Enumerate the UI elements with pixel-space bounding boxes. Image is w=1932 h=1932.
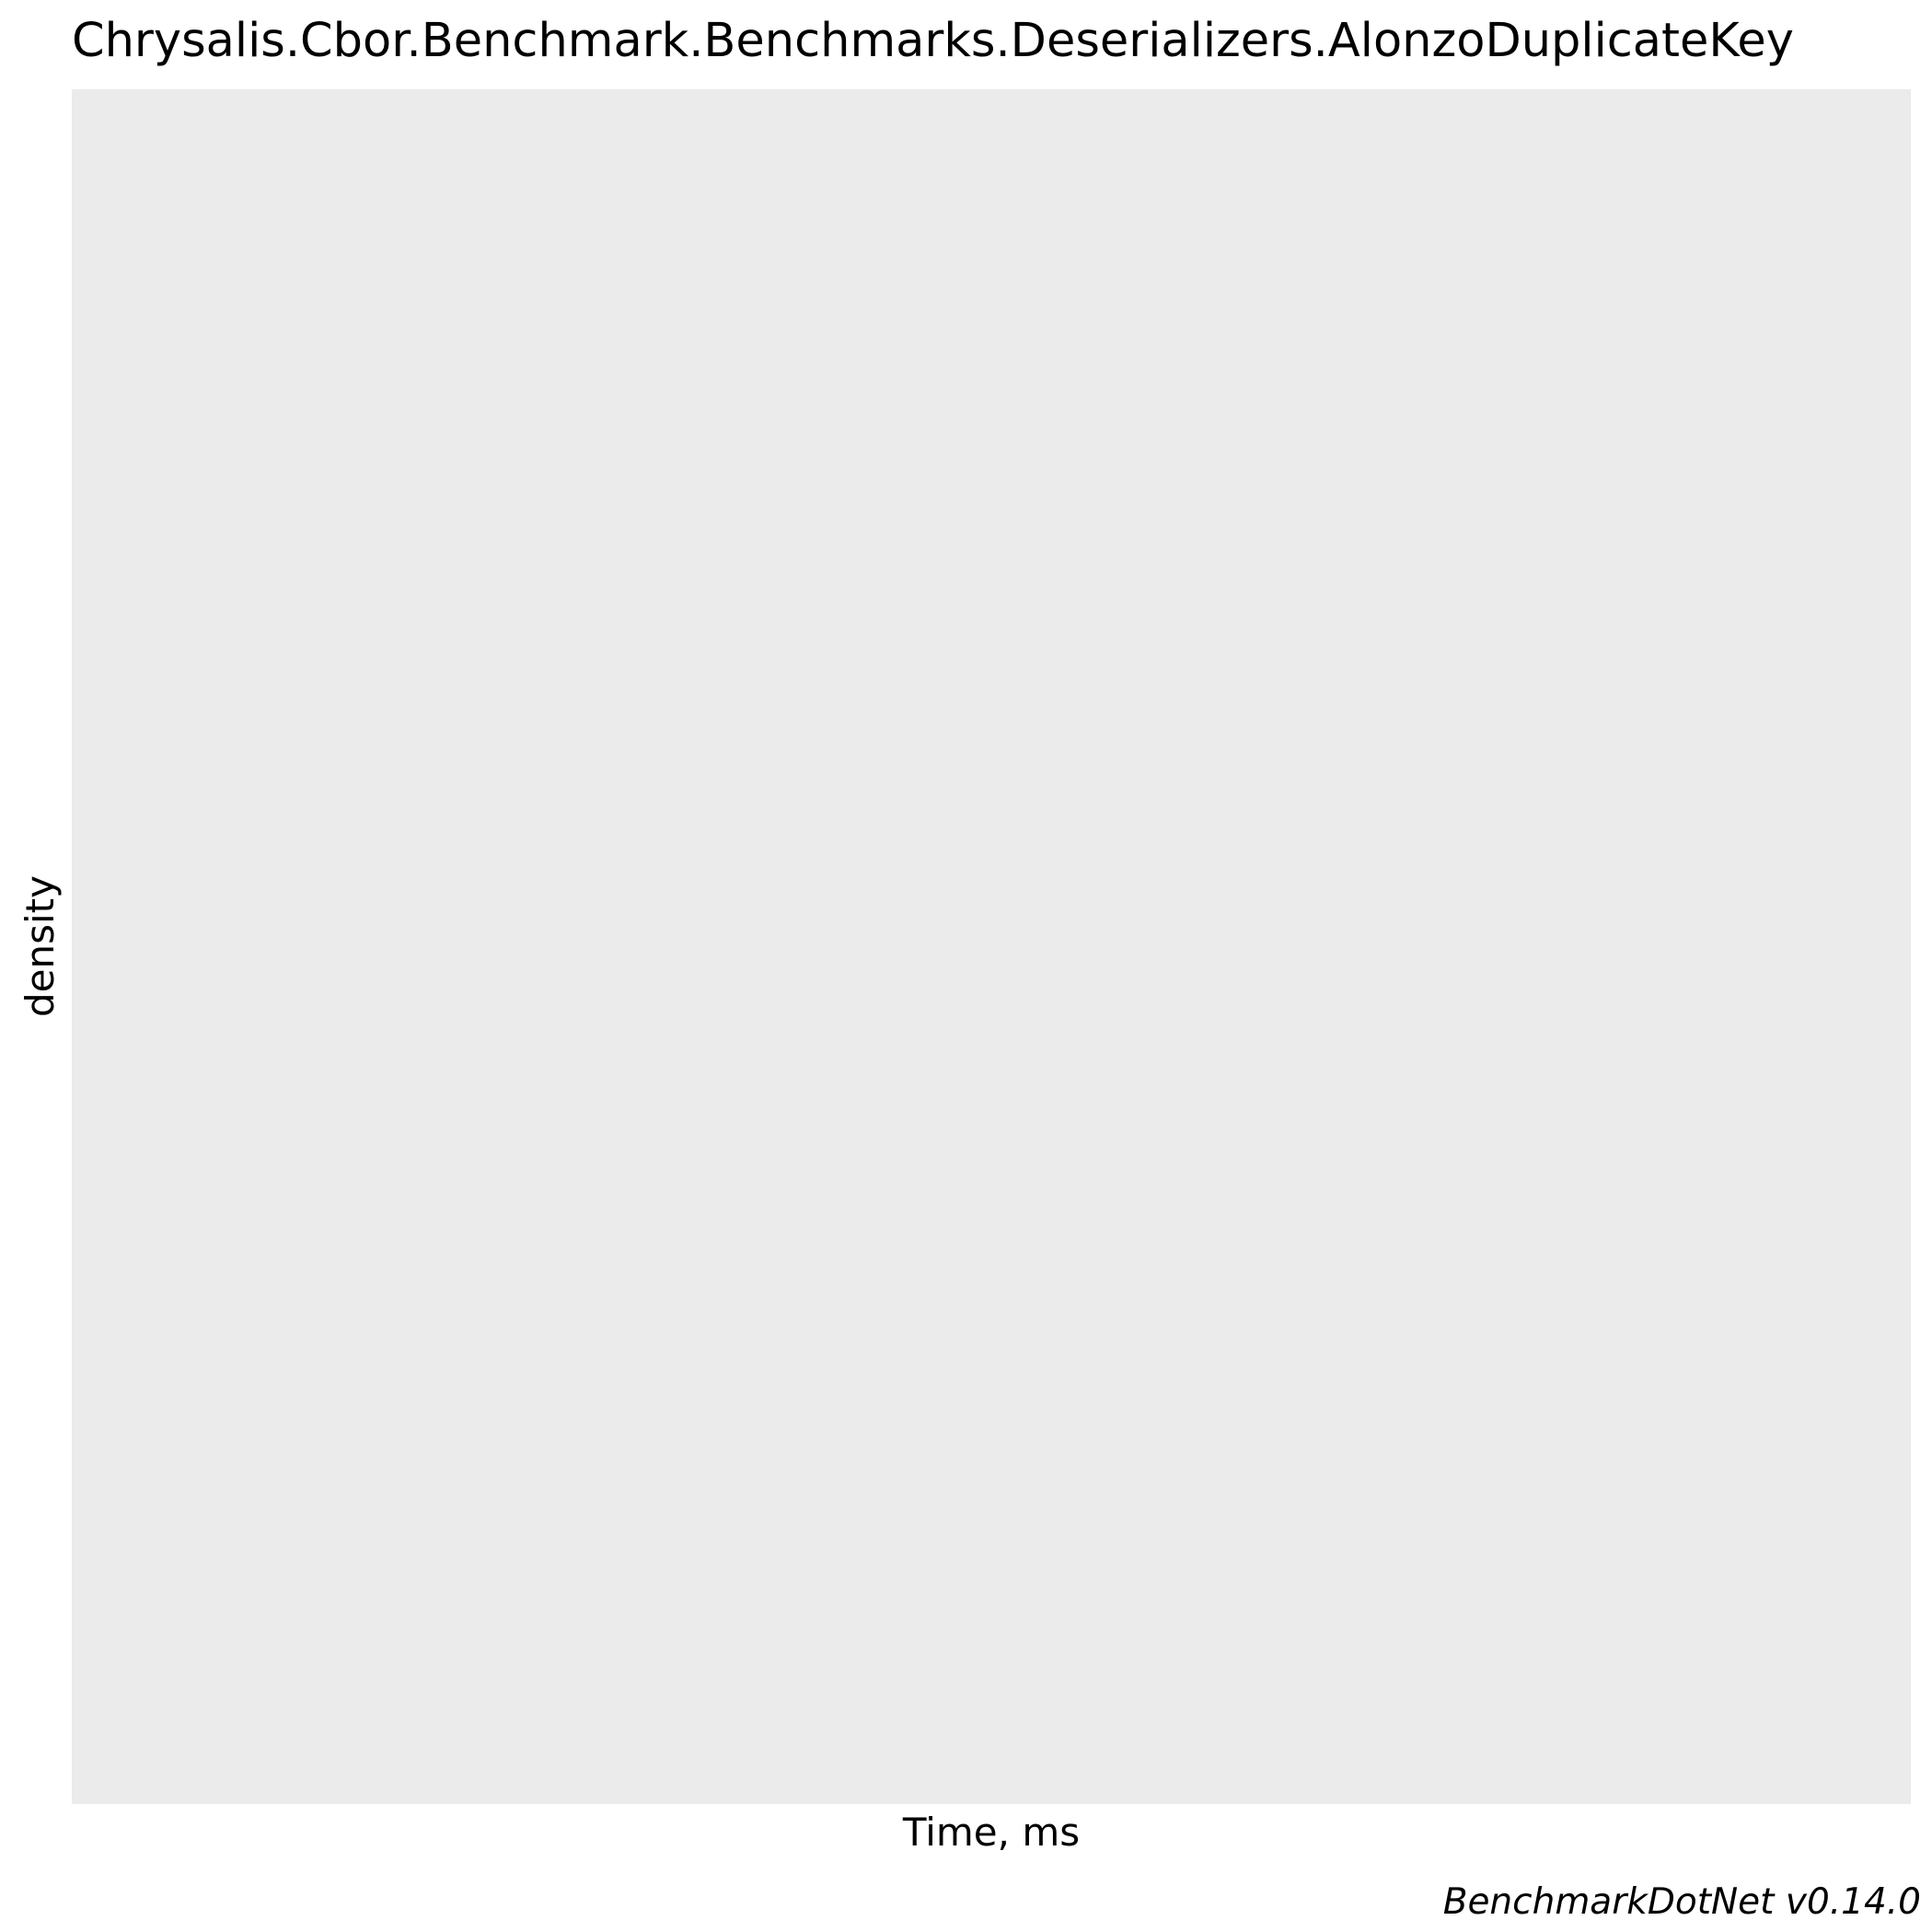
chart-title: Chrysalis.Cbor.Benchmark.Benchmarks.Dese… — [72, 14, 1794, 68]
x-axis-label: Time, ms — [902, 1810, 1081, 1855]
plot-panel — [72, 89, 1911, 1804]
y-axis-label: density — [17, 875, 63, 1017]
chart-caption: BenchmarkDotNet v0.14.0 — [1442, 1881, 1921, 1923]
